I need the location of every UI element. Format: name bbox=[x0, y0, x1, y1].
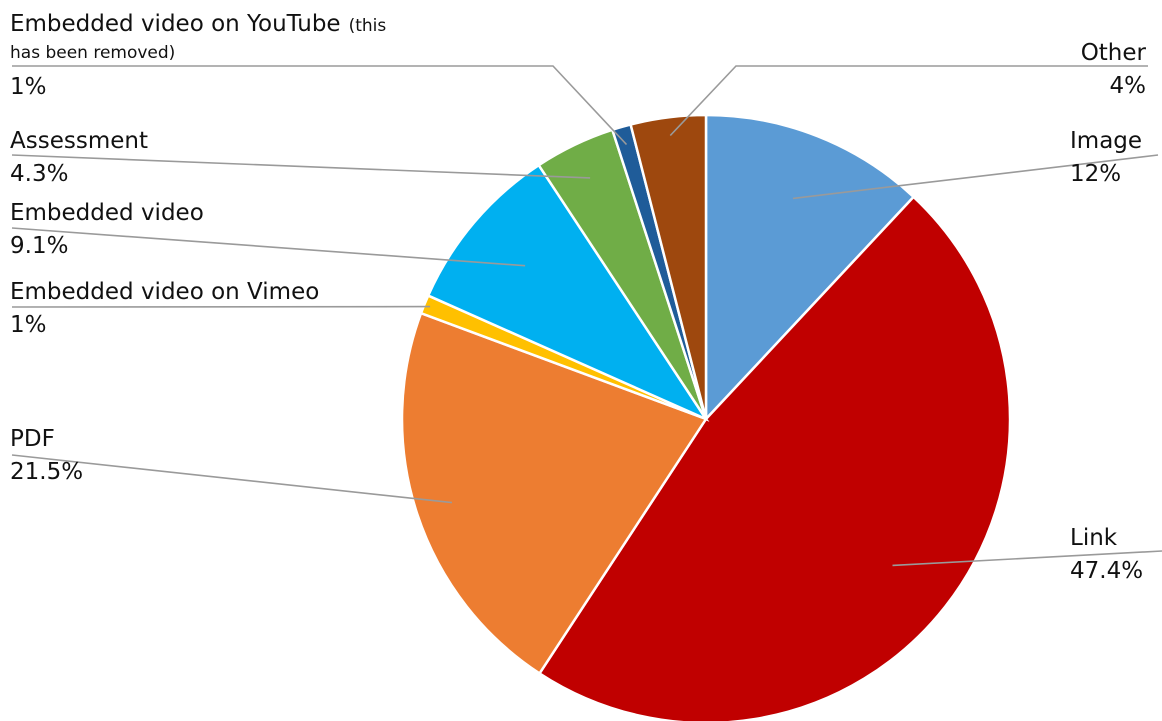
label-youtube-note: has been removed) bbox=[10, 43, 175, 63]
leader-line-link bbox=[892, 550, 1162, 567]
leader-lines bbox=[11, 65, 1162, 567]
label-other-name: Other bbox=[1081, 40, 1147, 66]
label-link-name: Link bbox=[1070, 525, 1118, 551]
leader-line-image bbox=[792, 154, 1159, 200]
label-assessment-value: 4.3% bbox=[10, 161, 68, 187]
slice-labels: Embedded video on YouTube (this has been … bbox=[10, 11, 1147, 584]
label-embedded-video-value: 9.1% bbox=[10, 233, 68, 259]
label-image-name: Image bbox=[1070, 128, 1142, 154]
label-assessment-name: Assessment bbox=[10, 128, 148, 154]
pie-slice-link bbox=[537, 195, 1012, 721]
label-vimeo-value: 1% bbox=[10, 312, 47, 338]
label-pdf-name: PDF bbox=[10, 426, 55, 452]
label-youtube-value: 1% bbox=[10, 74, 47, 100]
label-pdf-value: 21.5% bbox=[10, 459, 83, 485]
label-embedded-video-name: Embedded video bbox=[10, 200, 204, 226]
leader-line-embedded-video bbox=[11, 227, 526, 267]
leader-line-other bbox=[669, 65, 1148, 137]
pie-slices bbox=[400, 113, 1012, 721]
leader-line-assessment bbox=[11, 154, 591, 179]
label-other-value: 4% bbox=[1110, 73, 1147, 99]
label-link-value: 47.4% bbox=[1070, 558, 1143, 584]
pie-slice-embedded-video bbox=[426, 163, 710, 422]
label-youtube-name: Embedded video on YouTube (this bbox=[10, 11, 386, 37]
leader-line-pdf bbox=[11, 454, 452, 504]
leader-line-embedded-video-on-youtube bbox=[12, 65, 628, 146]
pie-slice-pdf bbox=[400, 311, 708, 676]
label-vimeo-name: Embedded video on Vimeo bbox=[10, 279, 319, 305]
pie-slice-other bbox=[629, 113, 708, 420]
label-image-value: 12% bbox=[1070, 161, 1121, 187]
